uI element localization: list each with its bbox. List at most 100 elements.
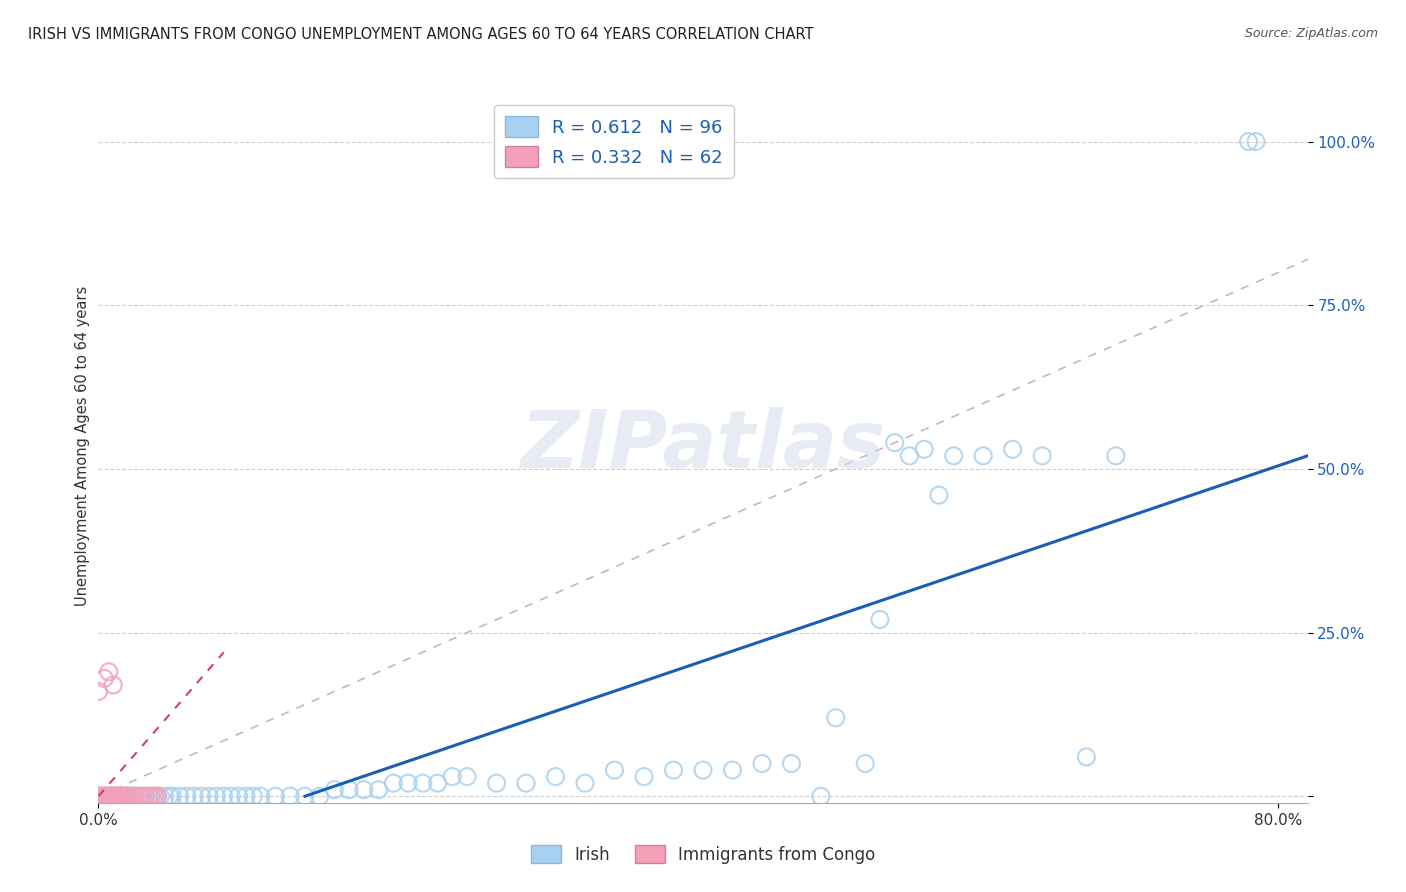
Point [883, 435, 905, 450]
Point [942, 449, 965, 463]
Point [1105, 449, 1128, 463]
Point [382, 776, 405, 790]
Point [139, 789, 162, 804]
Point [367, 782, 389, 797]
Point [153, 789, 176, 804]
Point [353, 782, 375, 797]
Point [157, 789, 180, 804]
Point [176, 789, 198, 804]
Legend: Irish, Immigrants from Congo: Irish, Immigrants from Congo [524, 838, 882, 871]
Point [780, 756, 803, 771]
Point [112, 789, 135, 804]
Point [149, 789, 172, 804]
Point [662, 763, 685, 777]
Point [98, 789, 121, 804]
Point [93, 789, 115, 804]
Y-axis label: Unemployment Among Ages 60 to 64 years: Unemployment Among Ages 60 to 64 years [75, 285, 90, 607]
Point [105, 789, 128, 804]
Point [692, 763, 714, 777]
Point [396, 776, 419, 790]
Point [1076, 750, 1098, 764]
Point [412, 776, 434, 790]
Point [228, 789, 250, 804]
Point [426, 776, 449, 790]
Point [90, 789, 112, 804]
Point [190, 789, 212, 804]
Point [337, 782, 360, 797]
Point [633, 770, 655, 784]
Point [146, 789, 169, 804]
Point [869, 612, 891, 626]
Point [810, 789, 832, 804]
Point [118, 789, 141, 804]
Point [97, 665, 120, 679]
Point [101, 678, 124, 692]
Point [928, 488, 950, 502]
Point [100, 789, 122, 804]
Point [972, 449, 994, 463]
Point [101, 789, 124, 804]
Point [91, 789, 114, 804]
Point [120, 789, 142, 804]
Point [1031, 449, 1053, 463]
Point [574, 776, 596, 790]
Point [101, 789, 124, 804]
Text: IRISH VS IMMIGRANTS FROM CONGO UNEMPLOYMENT AMONG AGES 60 TO 64 YEARS CORRELATIO: IRISH VS IMMIGRANTS FROM CONGO UNEMPLOYM… [28, 27, 814, 42]
Point [138, 789, 160, 804]
Point [121, 789, 143, 804]
Point [912, 442, 935, 457]
Point [323, 782, 346, 797]
Point [485, 776, 508, 790]
Point [515, 776, 537, 790]
Point [143, 789, 166, 804]
Point [1001, 442, 1024, 457]
Point [169, 789, 191, 804]
Point [96, 789, 118, 804]
Point [120, 789, 142, 804]
Point [93, 789, 115, 804]
Point [751, 756, 773, 771]
Point [853, 756, 876, 771]
Point [108, 789, 131, 804]
Point [87, 789, 110, 804]
Point [97, 789, 120, 804]
Point [441, 770, 464, 784]
Point [107, 789, 129, 804]
Point [135, 789, 157, 804]
Point [128, 789, 150, 804]
Point [141, 789, 163, 804]
Point [264, 789, 287, 804]
Point [824, 711, 846, 725]
Point [898, 449, 921, 463]
Point [235, 789, 257, 804]
Point [87, 684, 110, 698]
Point [135, 789, 157, 804]
Point [104, 789, 127, 804]
Text: ZIPatlas: ZIPatlas [520, 407, 886, 485]
Point [183, 789, 205, 804]
Point [198, 789, 221, 804]
Point [114, 789, 136, 804]
Point [146, 789, 169, 804]
Point [87, 789, 110, 804]
Point [124, 789, 146, 804]
Point [97, 789, 120, 804]
Point [117, 789, 139, 804]
Point [308, 789, 330, 804]
Point [117, 789, 139, 804]
Point [212, 789, 235, 804]
Point [124, 789, 146, 804]
Point [721, 763, 744, 777]
Point [98, 789, 121, 804]
Point [114, 789, 136, 804]
Point [131, 789, 153, 804]
Point [1237, 135, 1260, 149]
Point [96, 789, 118, 804]
Point [108, 789, 131, 804]
Point [115, 789, 138, 804]
Point [111, 789, 134, 804]
Point [89, 789, 111, 804]
Legend: R = 0.612   N = 96, R = 0.332   N = 62: R = 0.612 N = 96, R = 0.332 N = 62 [495, 105, 734, 178]
Point [94, 789, 117, 804]
Point [603, 763, 626, 777]
